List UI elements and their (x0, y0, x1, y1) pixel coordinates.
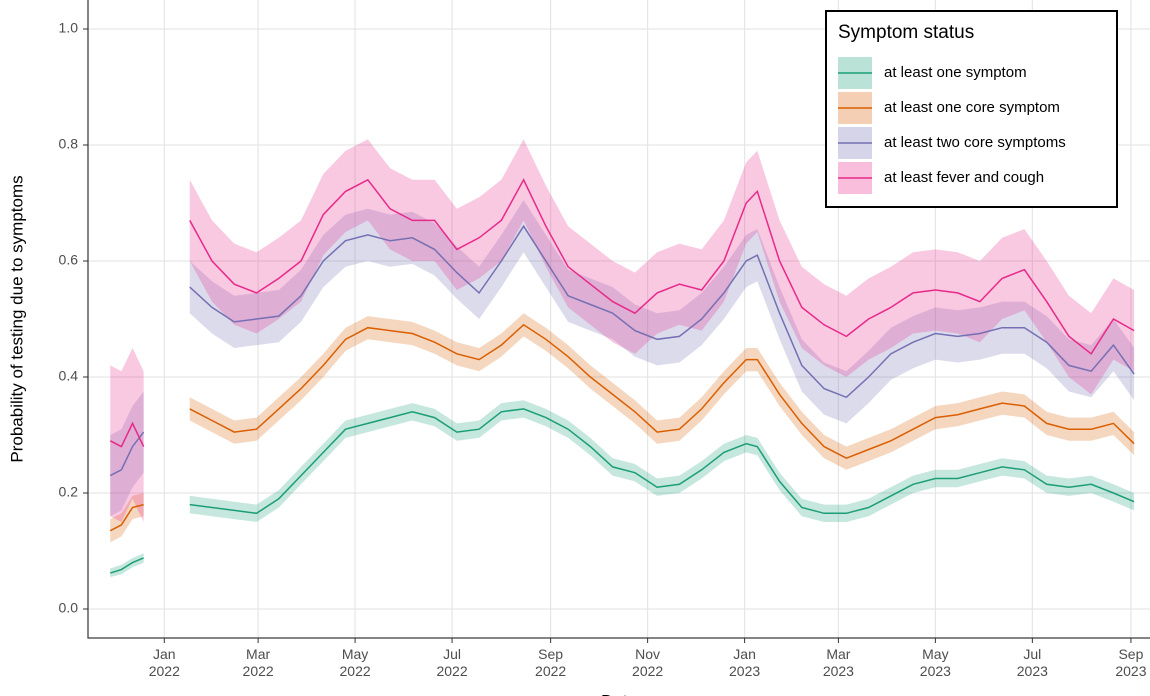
y-tick-label: 0.4 (59, 368, 79, 384)
panel-border (87, 0, 1150, 639)
confidence-band (189, 313, 1135, 470)
legend-label: at least one symptom (884, 64, 1027, 81)
y-axis-label: Probability of testing due to symptoms (7, 175, 26, 462)
x-tick-label: Jul 2023 (1016, 646, 1048, 679)
x-axis-label: Date (601, 691, 637, 696)
confidence-band (189, 200, 1135, 424)
series-line (189, 224, 1135, 399)
confidence-band (189, 139, 1135, 395)
y-tick-label: 0.2 (59, 484, 79, 500)
x-tick-label: Mar 2022 (242, 646, 274, 679)
legend-label: at least one core symptom (884, 99, 1060, 116)
x-tick-label: Sep 2022 (535, 646, 567, 679)
x-tick-label: Jan 2023 (729, 646, 761, 679)
x-tick-label: May 2023 (919, 646, 951, 679)
confidence-band (110, 391, 144, 517)
x-tick-label: Sep 2023 (1115, 646, 1147, 679)
legend-label: at least two core symptoms (884, 134, 1066, 151)
legend-box (825, 10, 1118, 208)
x-tick-label: Nov 2022 (632, 646, 664, 679)
y-tick-label: 1.0 (59, 20, 79, 36)
x-tick-label: Mar 2023 (822, 646, 854, 679)
series-line (189, 323, 1135, 460)
x-tick-label: Jul 2022 (436, 646, 468, 679)
legend-label: at least fever and cough (884, 169, 1044, 186)
x-tick-label: May 2022 (339, 646, 371, 679)
legend: Symptom status at least one symptom at lea… (825, 10, 1118, 208)
confidence-band (189, 400, 1135, 522)
series-line (109, 431, 145, 477)
y-tick-label: 0.8 (59, 136, 79, 152)
series-line (109, 421, 145, 448)
grid (88, 0, 1150, 638)
confidence-band (110, 493, 144, 543)
legend-title: Symptom status (838, 22, 974, 43)
y-tick-label: 0.0 (59, 600, 79, 616)
series-line (110, 557, 144, 574)
series-line (109, 503, 144, 532)
y-tick-label: 0.6 (59, 252, 79, 268)
series-line (189, 408, 1135, 515)
x-tick-label: Jan 2022 (148, 646, 180, 679)
series-line (189, 178, 1135, 355)
